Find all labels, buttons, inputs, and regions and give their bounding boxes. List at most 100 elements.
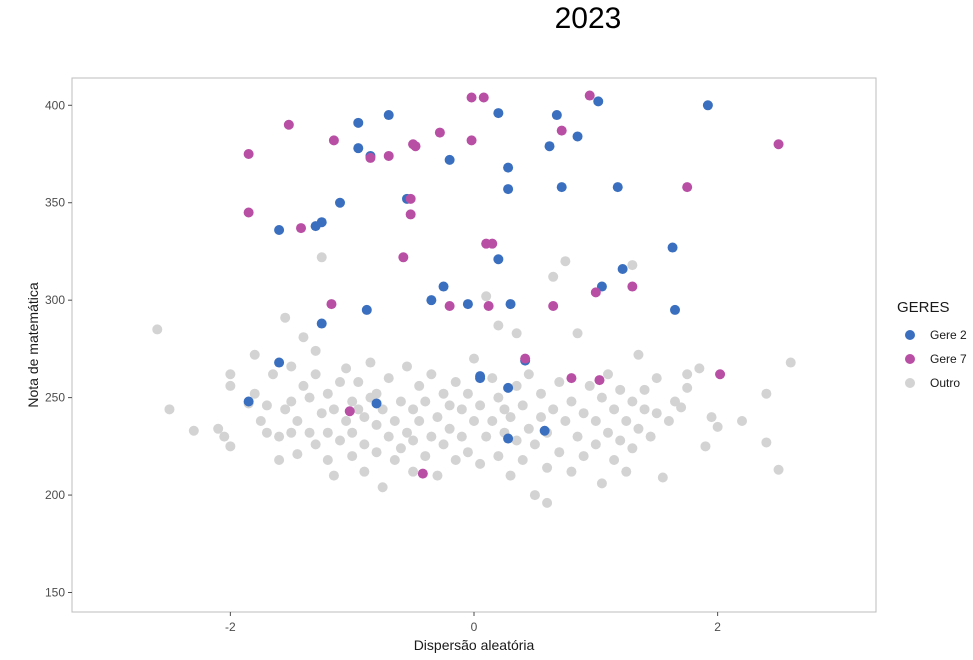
- point-outro: [542, 497, 553, 508]
- point-outro: [371, 419, 382, 430]
- point-outro: [444, 400, 455, 411]
- point-gere-7: [627, 281, 638, 292]
- point-outro: [304, 427, 315, 438]
- point-gere-2: [438, 281, 449, 292]
- point-outro: [712, 421, 723, 432]
- point-gere-7: [444, 301, 455, 312]
- point-gere-2: [426, 295, 437, 306]
- point-gere-2: [475, 371, 486, 382]
- point-outro: [335, 435, 345, 446]
- point-gere-2: [556, 182, 567, 193]
- point-gere-7: [383, 150, 394, 161]
- point-outro: [298, 332, 309, 343]
- point-outro: [365, 357, 376, 368]
- point-outro: [225, 380, 236, 391]
- point-gere-7: [405, 209, 416, 220]
- point-outro: [414, 380, 425, 391]
- point-outro: [560, 416, 571, 427]
- point-gere-2: [503, 433, 514, 444]
- point-outro: [316, 252, 327, 263]
- point-gere-2: [612, 182, 623, 193]
- point-outro: [255, 416, 266, 427]
- point-outro: [408, 404, 419, 415]
- legend-key-gere-7: [905, 354, 915, 364]
- point-gere-2: [383, 110, 394, 121]
- point-outro: [261, 427, 272, 438]
- point-outro: [261, 400, 272, 411]
- point-outro: [469, 353, 479, 364]
- point-outro: [395, 443, 406, 454]
- y-tick-label: 300: [45, 293, 65, 307]
- point-outro: [462, 388, 473, 399]
- point-outro: [322, 427, 333, 438]
- point-outro: [511, 435, 522, 446]
- point-outro: [536, 412, 546, 423]
- point-gere-2: [274, 357, 285, 368]
- point-outro: [328, 470, 339, 481]
- point-outro: [572, 431, 583, 442]
- point-outro: [523, 369, 534, 380]
- legend-key-gere-2: [905, 330, 915, 340]
- point-outro: [651, 373, 662, 384]
- point-outro: [444, 423, 455, 434]
- point-outro: [310, 345, 321, 356]
- point-gere-2: [444, 154, 455, 165]
- point-outro: [347, 396, 358, 407]
- point-outro: [633, 423, 644, 434]
- point-outro: [310, 439, 321, 450]
- point-outro: [700, 441, 711, 452]
- point-outro: [389, 454, 400, 465]
- point-outro: [627, 396, 638, 407]
- y-tick-label: 350: [45, 196, 65, 210]
- point-outro: [523, 423, 534, 434]
- point-gere-2: [243, 396, 254, 407]
- point-outro: [395, 396, 406, 407]
- point-outro: [341, 363, 352, 374]
- point-outro: [761, 437, 772, 448]
- point-outro: [225, 441, 236, 452]
- point-outro: [517, 454, 528, 465]
- point-outro: [554, 447, 565, 458]
- point-outro: [548, 271, 559, 282]
- point-gere-2: [493, 108, 504, 119]
- point-outro: [268, 369, 278, 380]
- point-outro: [657, 472, 668, 483]
- point-outro: [274, 431, 285, 442]
- point-gere-7: [466, 135, 477, 146]
- point-gere-7: [520, 353, 531, 364]
- point-gere-2: [572, 131, 583, 142]
- point-outro: [426, 431, 437, 442]
- point-outro: [438, 439, 449, 450]
- point-gere-7: [243, 149, 254, 160]
- point-outro: [450, 454, 461, 465]
- point-outro: [475, 400, 486, 411]
- point-outro: [554, 377, 565, 388]
- point-outro: [596, 392, 607, 403]
- point-gere-7: [483, 301, 494, 312]
- point-outro: [639, 384, 650, 395]
- point-outro: [590, 416, 601, 427]
- point-gere-7: [410, 141, 421, 152]
- point-outro: [578, 451, 589, 462]
- point-gere-7: [566, 373, 577, 384]
- y-tick-label: 250: [45, 391, 65, 405]
- point-outro: [663, 416, 674, 427]
- point-outro: [328, 404, 339, 415]
- point-outro: [213, 423, 224, 434]
- point-outro: [609, 454, 620, 465]
- point-outro: [627, 260, 638, 271]
- point-gere-2: [667, 242, 678, 253]
- point-outro: [292, 416, 303, 427]
- point-outro: [773, 464, 784, 475]
- point-gere-7: [487, 238, 498, 249]
- point-gere-2: [316, 217, 327, 228]
- legend-label-outro: Outro: [930, 376, 960, 390]
- point-outro: [517, 400, 528, 411]
- point-outro: [383, 373, 394, 384]
- point-gere-7: [405, 193, 416, 204]
- point-gere-7: [682, 182, 693, 193]
- point-outro: [359, 412, 370, 423]
- point-outro: [219, 431, 230, 442]
- point-outro: [542, 462, 553, 473]
- point-outro: [536, 388, 546, 399]
